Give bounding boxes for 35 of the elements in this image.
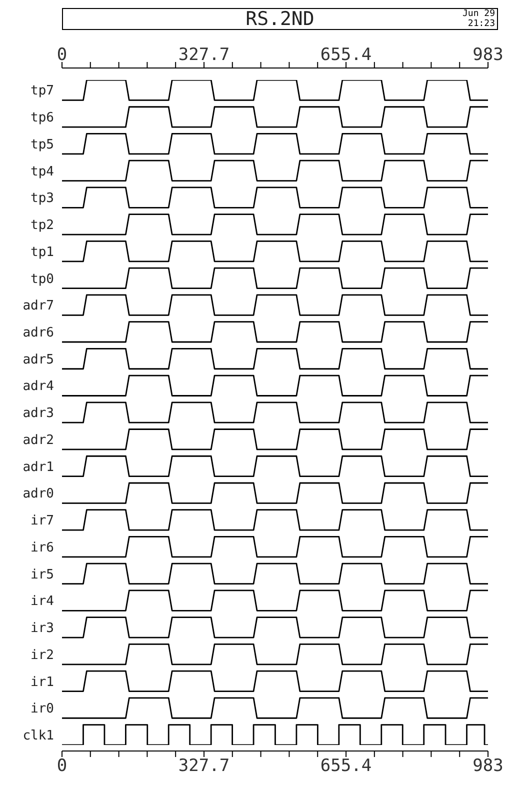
series-label: ir2 bbox=[30, 648, 54, 663]
series-label: tp2 bbox=[30, 218, 54, 234]
series-label: tp6 bbox=[30, 110, 54, 126]
x2-tick-label: 655.4 bbox=[320, 756, 372, 776]
x2-tick-label: 983 bbox=[472, 756, 504, 776]
series-label: ir3 bbox=[30, 621, 54, 636]
x2-tick-label: 327.7 bbox=[178, 756, 230, 776]
series-label: adr4 bbox=[22, 379, 54, 394]
series-label: ir5 bbox=[30, 567, 54, 582]
series-label: adr5 bbox=[22, 352, 54, 368]
series-label: adr7 bbox=[22, 298, 54, 314]
x-tick-label: 0 bbox=[56, 45, 68, 65]
series-label: ir6 bbox=[30, 540, 54, 556]
series-label: adr6 bbox=[22, 326, 54, 341]
x-tick-label: 983 bbox=[472, 45, 504, 65]
series-label: ir1 bbox=[30, 674, 54, 690]
x-tick-label: 655.4 bbox=[320, 45, 372, 65]
series-label: tp1 bbox=[30, 244, 54, 260]
title-frame: RS.2ND Jun 29 21:23 bbox=[62, 8, 498, 30]
series-label: tp7 bbox=[30, 84, 54, 99]
series-label: ir0 bbox=[30, 702, 54, 717]
chart-title: RS.2ND bbox=[246, 8, 314, 30]
series-label: ir4 bbox=[30, 594, 54, 610]
series-label: ir7 bbox=[30, 514, 54, 529]
series-label: tp0 bbox=[30, 272, 54, 287]
series-label: adr1 bbox=[22, 460, 54, 475]
x2-tick-label: 0 bbox=[56, 756, 68, 776]
series-label: adr3 bbox=[22, 406, 54, 422]
series-label: adr2 bbox=[22, 432, 54, 448]
series-label: tp5 bbox=[30, 137, 54, 152]
series-label: clk1 bbox=[22, 728, 54, 744]
series-label: tp3 bbox=[30, 191, 54, 206]
series-label: adr0 bbox=[22, 486, 54, 502]
x-tick-label: 327.7 bbox=[178, 45, 230, 65]
series-label: tp4 bbox=[30, 164, 54, 180]
